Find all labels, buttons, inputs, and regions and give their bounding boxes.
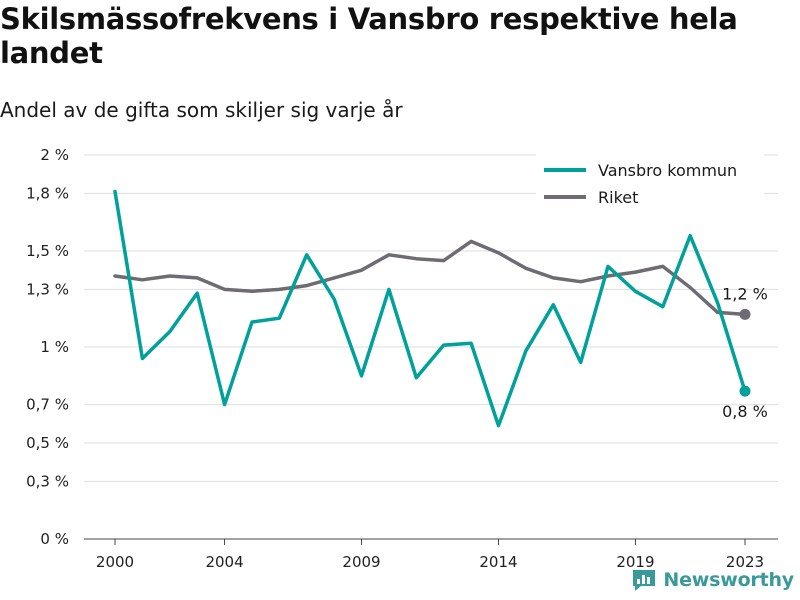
x-tick-label: 2009 [342, 553, 380, 571]
chart-title: Skilsmässofrekvens i Vansbro respektive … [0, 2, 738, 70]
end-label-riket: 1,2 % [722, 284, 768, 303]
end-point-riket [739, 308, 751, 320]
legend-label-riket: Riket [598, 188, 638, 207]
y-tick-label: 0,5 % [26, 434, 69, 452]
y-tick-label: 1,5 % [26, 242, 69, 260]
series-line-riket [113, 239, 747, 317]
y-tick-label: 0,3 % [26, 472, 69, 490]
x-tick-label: 2019 [616, 553, 654, 571]
x-tick-label: 2000 [96, 553, 134, 571]
series-line-vansbro [113, 189, 747, 428]
y-tick-label: 1,3 % [26, 280, 69, 298]
brand-name: Newsworthy [663, 569, 794, 591]
y-tick-label: 1,8 % [26, 184, 69, 202]
series-lines: 1,2 % 0,8 % [113, 189, 768, 428]
y-tick-label: 0,7 % [26, 396, 69, 414]
y-axis-ticks: 0 % 0,3 % 0,5 % 0,7 % 1 % 1,3 % 1,5 % 1,8 % 2 % [26, 146, 69, 548]
y-tick-label: 1 % [40, 338, 69, 356]
legend-label-vansbro: Vansbro kommun [598, 161, 737, 180]
x-tick-label: 2004 [205, 553, 243, 571]
x-tick-label: 2014 [479, 553, 517, 571]
newsworthy-icon [633, 570, 656, 591]
legend: Vansbro kommun Riket [536, 153, 764, 215]
end-point-vansbro [739, 385, 751, 397]
end-label-vansbro: 0,8 % [722, 402, 768, 421]
x-tick-label: 2023 [726, 553, 764, 571]
y-tick-label: 0 % [40, 530, 69, 548]
chart-subtitle: Andel av de gifta som skiljer sig varje … [0, 98, 403, 122]
y-tick-label: 2 % [40, 146, 69, 164]
legend-background [536, 153, 764, 215]
x-axis-ticks: 2000 2004 2009 2014 2019 2023 [84, 538, 778, 571]
brand-logo: Newsworthy [631, 568, 794, 592]
